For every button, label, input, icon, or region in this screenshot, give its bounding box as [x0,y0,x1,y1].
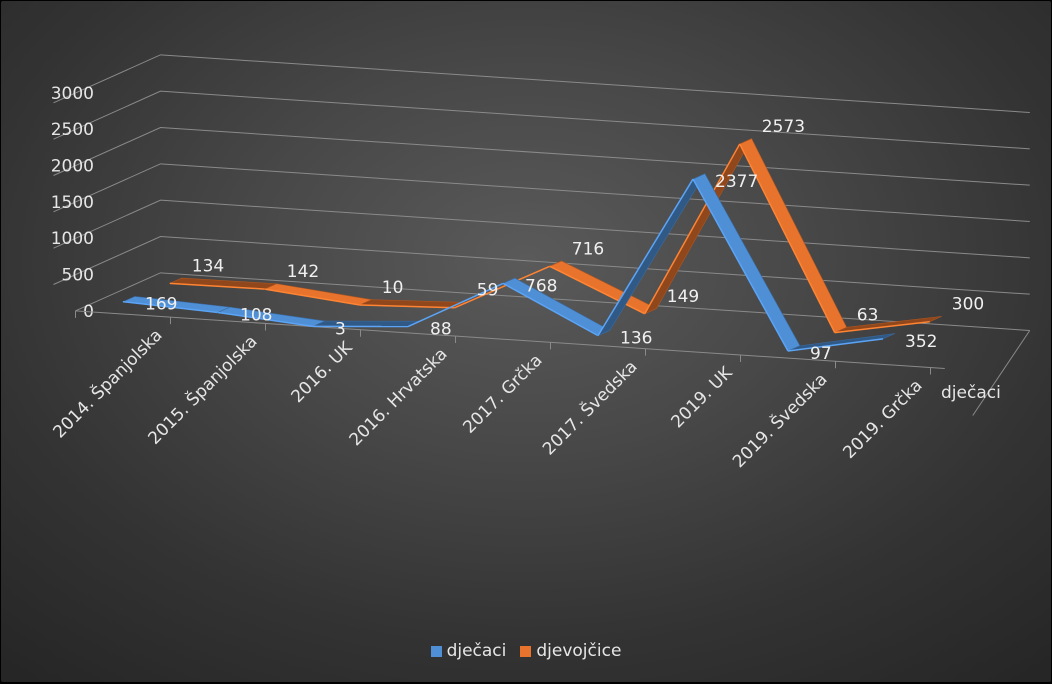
data-label: 108 [240,305,272,325]
gridline [54,200,1030,258]
data-label: 716 [572,239,604,259]
x-tick-label: 2014. Španjolska [48,324,166,442]
legend: dječaci djevojčice [1,641,1051,661]
legend-item: djevojčice [520,641,621,661]
data-label: 10 [382,278,404,298]
x-tick-label: 2019. Švedska [728,368,832,472]
data-label: 97 [810,344,832,364]
data-label: 63 [857,306,879,326]
series-segment [740,139,847,333]
gridline [54,128,1030,186]
y-tick-label: 1500 [51,193,94,213]
x-tick-label: 2019. Grčka [839,376,926,463]
x-tick-label: 2016. Hrvatska [346,344,452,450]
data-label: 300 [952,295,984,315]
x-tick-label: 2015. Španjolska [143,330,261,448]
gridline [54,55,1030,113]
data-label: 136 [620,329,652,349]
data-label: 169 [145,295,177,315]
legend-swatch [520,646,531,657]
y-tick-label: 1000 [51,229,94,249]
y-tick-label: 2500 [51,120,94,140]
x-tick-label: 2017. Grčka [459,351,546,438]
data-label: 88 [430,320,452,340]
data-label: 3 [335,319,346,339]
legend-label: djevojčice [536,641,621,661]
data-label: 59 [477,281,499,301]
x-tick-label: 2019. UK [667,363,737,433]
depth-axis-label: dječaci [941,383,1001,403]
gridline [54,91,1030,149]
data-label: 134 [192,256,224,276]
series-segment [265,284,372,305]
data-label: 2573 [762,117,805,137]
y-tick-label: 500 [62,266,94,286]
y-tick-label: 2000 [51,157,94,177]
data-label: 2377 [715,172,758,192]
series-segment [693,174,800,351]
data-label: 768 [525,276,557,296]
y-tick-label: 3000 [51,84,94,104]
series-edge [788,339,883,351]
gridline [54,164,1030,222]
data-label: 149 [667,287,699,307]
series-segment [598,174,705,336]
data-label: 352 [905,332,937,352]
legend-swatch [431,646,442,657]
data-label: 142 [287,262,319,282]
x-tick-label: 2016. UK [287,337,357,407]
x-tick-label: 2017. Švedska [538,355,642,459]
legend-item: dječaci [431,641,507,661]
legend-label: dječaci [447,641,507,661]
